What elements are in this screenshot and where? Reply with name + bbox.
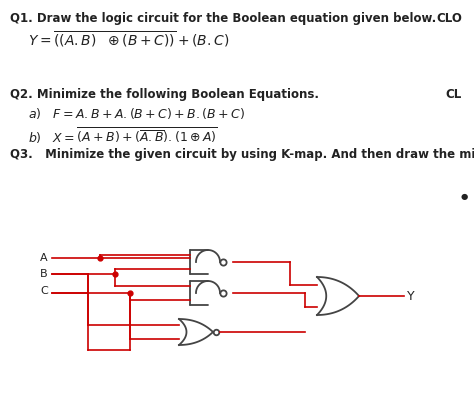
Text: $a)\quad F = A.B + A.(B + C) + B.(B + C)$: $a)\quad F = A.B + A.(B + C) + B.(B + C)… [28,106,245,121]
Text: Y: Y [407,290,415,302]
Text: B: B [40,269,48,279]
Text: ●: ● [461,192,468,201]
Text: CL: CL [446,88,462,101]
Text: $b)\quad X= \overline{(A + B) + (\overline{A.B}).(1 \oplus A)}$: $b)\quad X= \overline{(A + B) + (\overli… [28,126,218,146]
Text: Q1. Draw the logic circuit for the Boolean equation given below.: Q1. Draw the logic circuit for the Boole… [10,12,436,25]
Text: Q3.   Minimize the given circuit by using K-map. And then draw the minimized cir: Q3. Minimize the given circuit by using … [10,148,474,161]
Text: A: A [40,253,48,263]
Text: Q2. Minimize the following Boolean Equations.: Q2. Minimize the following Boolean Equat… [10,88,319,101]
Text: CLO: CLO [436,12,462,25]
Text: $Y = \overline{((A.B)\ \  \oplus (B + C))} + (B.C)$: $Y = \overline{((A.B)\ \ \oplus (B + C))… [28,30,229,50]
Text: C: C [40,286,48,296]
